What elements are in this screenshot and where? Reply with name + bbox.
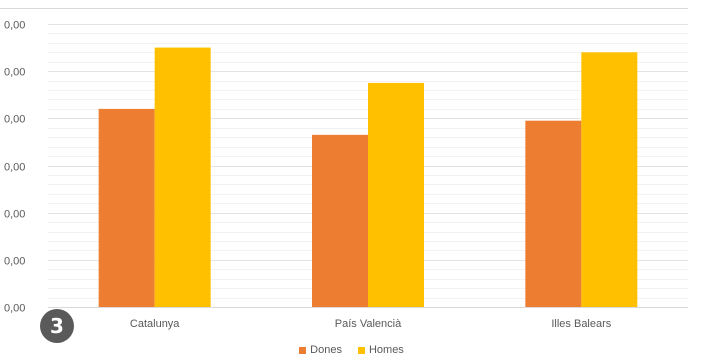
y-tick-label: 0,00 — [4, 67, 25, 79]
y-tick-label: 0,00 — [4, 303, 25, 315]
y-tick-label: 0,00 — [4, 114, 25, 126]
chart-legend: Dones Homes — [0, 344, 703, 356]
x-tick-label: País Valencià — [335, 318, 402, 330]
y-tick-label: 0,00 — [4, 162, 25, 174]
legend-item-dones: Dones — [299, 344, 342, 356]
bar-dones — [98, 108, 155, 308]
bar-dones — [312, 134, 368, 307]
step-number: 3 — [50, 314, 64, 338]
bar-homes — [368, 82, 424, 307]
legend-label: Homes — [368, 344, 404, 356]
y-tick-label: 0,00 — [4, 256, 25, 268]
legend-item-homes: Homes — [357, 344, 404, 356]
x-tick-label: Catalunya — [130, 318, 180, 330]
x-tick-label: Illes Balears — [551, 318, 611, 330]
legend-label: Dones — [310, 344, 342, 356]
legend-swatch — [357, 346, 365, 354]
step-number-badge: 3 — [40, 309, 74, 343]
bar-homes — [154, 47, 211, 307]
bar-dones — [525, 120, 582, 307]
legend-swatch — [299, 346, 307, 354]
bar-homes — [581, 52, 638, 307]
y-tick-label: 0,00 — [4, 209, 25, 221]
y-tick-label: 0,00 — [4, 20, 25, 32]
